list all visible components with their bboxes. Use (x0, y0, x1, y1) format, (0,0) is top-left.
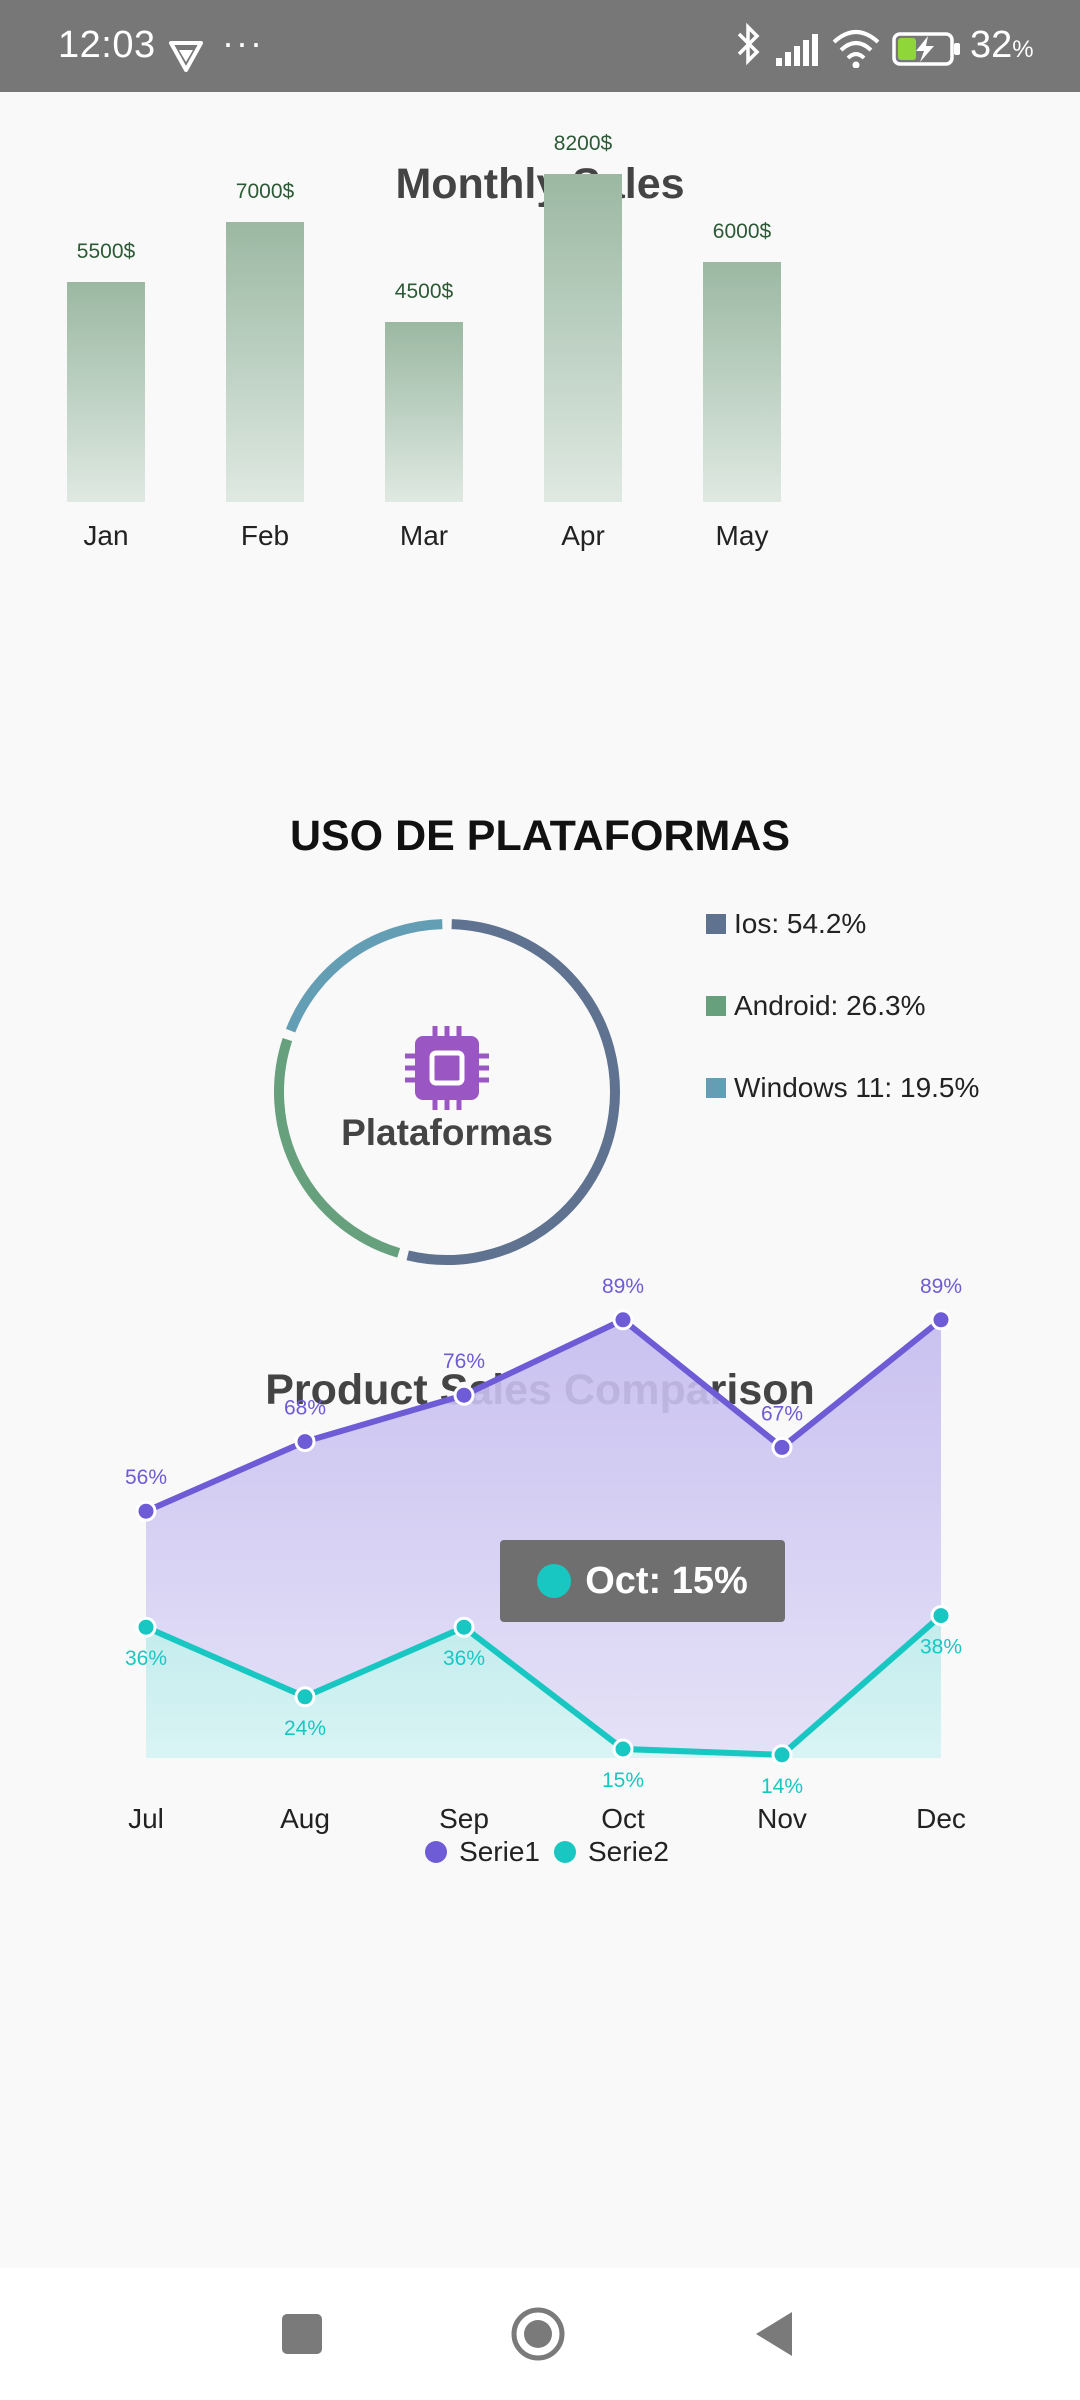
bar-category-label: Jan (83, 520, 128, 551)
chart-tooltip: Oct: 15% (500, 1540, 785, 1622)
point-value-label: 36% (125, 1647, 167, 1670)
bar-category-label: May (716, 520, 769, 551)
chip-icon (405, 1026, 489, 1110)
bluetooth-icon (737, 22, 760, 66)
bar-category-label: Apr (561, 520, 605, 551)
legend-ios: Ios: 54.2% (706, 904, 866, 944)
point-value-label: 89% (602, 1275, 644, 1298)
point-serie2-nov[interactable] (771, 1744, 793, 1766)
navigation-bar (0, 2268, 1080, 2400)
x-axis-label: Sep (439, 1803, 489, 1834)
point-value-label: 76% (443, 1350, 485, 1373)
bar-jan[interactable] (67, 282, 145, 502)
point-serie1-jul[interactable] (135, 1500, 157, 1522)
recents-button[interactable] (282, 2314, 322, 2354)
tooltip-text: Oct: 15% (585, 1559, 748, 1602)
legend-dot-serie2 (554, 1841, 576, 1863)
point-value-label: 68% (284, 1397, 326, 1420)
point-value-label: 15% (602, 1769, 644, 1792)
legend-swatch-windows (706, 1078, 726, 1098)
point-serie1-dec[interactable] (930, 1309, 952, 1331)
wifi-icon (832, 30, 880, 68)
status-right-icons: 32% (680, 0, 1080, 92)
donut-slice-windows[interactable] (285, 919, 443, 1033)
x-axis-label: Oct (601, 1803, 645, 1834)
bar-mar[interactable] (385, 322, 463, 502)
area-serie1 (146, 1319, 941, 1758)
line-serie1 (144, 1316, 943, 1514)
bar-value-label: 4500$ (395, 280, 454, 303)
bar-value-label: 5500$ (77, 240, 136, 263)
bar-may[interactable] (703, 262, 781, 502)
point-serie2-dec[interactable] (930, 1605, 952, 1627)
bar-category-label: Feb (241, 520, 289, 551)
point-value-label: 56% (125, 1466, 167, 1489)
status-bar: 12:03 ··· 32% (0, 0, 1080, 92)
battery-percent: 32% (970, 24, 1034, 66)
legend-swatch-ios (706, 914, 726, 934)
legend-label-android: Android: 26.3% (734, 990, 926, 1021)
point-serie2-oct[interactable] (612, 1738, 634, 1760)
point-value-label: 24% (284, 1717, 326, 1740)
product-sales-line-chart: 56% 68% 76% 89% 67% 89% 36% 24% 36% 15% 14% 38% Jul A… (125, 1275, 966, 1834)
legend-swatch-android (706, 996, 726, 1016)
x-axis-label: Aug (280, 1803, 330, 1834)
bar-category-label: Mar (400, 520, 448, 551)
point-serie2-jul[interactable] (135, 1616, 157, 1638)
legend-label-serie2[interactable]: Serie2 (588, 1836, 669, 1867)
legend-dot-serie1 (425, 1841, 448, 1863)
back-button[interactable] (754, 2310, 794, 2358)
point-value-label: 67% (761, 1402, 803, 1425)
platform-donut-chart: Plataformas (274, 919, 620, 1265)
point-serie2-aug[interactable] (294, 1686, 316, 1708)
bar-value-label: 8200$ (554, 132, 613, 155)
point-value-label: 38% (920, 1636, 962, 1659)
point-serie1-nov[interactable] (771, 1436, 793, 1458)
legend-label-serie1[interactable]: Serie1 (459, 1836, 540, 1867)
legend-label-windows: Windows 11: 19.5% (734, 1072, 980, 1103)
pie-chart-title: USO DE PLATAFORMAS (289, 812, 791, 860)
overflow-dots: ··· (222, 22, 264, 63)
bar-chart-title: Monthly Sales (395, 160, 685, 208)
legend-android: Android: 26.3% (706, 986, 925, 1026)
point-value-label: 89% (920, 1275, 962, 1298)
legend-label-ios: Ios: 54.2% (734, 908, 867, 939)
legend-windows: Windows 11: 19.5% (706, 1068, 979, 1108)
donut-slice-android[interactable] (274, 1037, 401, 1258)
tooltip-dot (537, 1564, 572, 1598)
bar-chart-plot: 5500$ Jan 7000$ Feb 4500$ Mar 8200$ Apr 6000$ May (67, 132, 781, 551)
point-serie1-sep[interactable] (453, 1384, 475, 1406)
vpn-shield-icon (169, 41, 203, 72)
point-value-label: 36% (443, 1647, 485, 1670)
point-serie1-aug[interactable] (294, 1431, 316, 1453)
signal-icon (776, 34, 818, 66)
area-serie2 (146, 1615, 941, 1758)
x-axis-label: Jul (128, 1803, 164, 1834)
bar-value-label: 7000$ (236, 180, 295, 203)
bar-feb[interactable] (226, 222, 304, 502)
point-value-label: 14% (761, 1775, 803, 1798)
home-button[interactable] (510, 2306, 566, 2362)
donut-slice-ios[interactable] (406, 919, 620, 1265)
point-serie1-oct[interactable] (612, 1309, 634, 1331)
x-axis-label: Nov (757, 1803, 807, 1834)
x-axis-label: Dec (916, 1803, 966, 1834)
donut-center-label: Plataformas (341, 1112, 553, 1153)
status-time: 12:03 (58, 24, 156, 66)
line-legend: Serie1 Serie2 (0, 1836, 1080, 1868)
battery-charging-icon (892, 32, 960, 66)
line-serie2 (144, 1613, 943, 1758)
bar-value-label: 6000$ (713, 220, 772, 243)
point-serie2-sep[interactable] (453, 1616, 475, 1638)
bar-apr[interactable] (544, 174, 622, 502)
